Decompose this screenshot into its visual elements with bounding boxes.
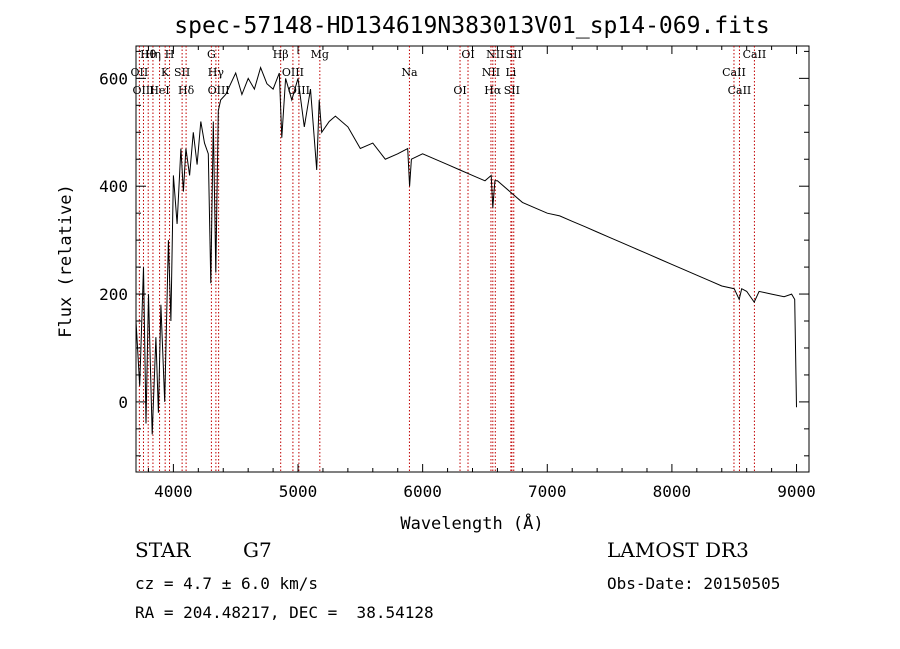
- y-tick-label: 0: [118, 393, 128, 412]
- marker-label: Hθ: [140, 48, 157, 61]
- marker-label: Hγ: [208, 66, 225, 79]
- x-tick-label: 5000: [279, 482, 318, 501]
- x-tick-label: 7000: [528, 482, 567, 501]
- object-subclass: G7: [243, 538, 272, 562]
- marker-label: Hδ: [178, 84, 195, 97]
- spectral-line-markers: [138, 46, 755, 472]
- marker-label: SII: [506, 48, 522, 61]
- chart-title: spec-57148-HD134619N383013V01_sp14-069.f…: [174, 13, 769, 39]
- marker-label: HeI: [149, 84, 169, 97]
- x-axis-ticks: 4000 5000 6000 7000 8000 9000: [147, 46, 816, 501]
- x-tick-label: 9000: [777, 482, 816, 501]
- x-axis-label: Wavelength (Å): [400, 512, 543, 534]
- marker-label: Hη: [145, 48, 161, 61]
- x-tick-label: 6000: [403, 482, 442, 501]
- marker-label: CaII: [728, 84, 752, 97]
- marker-label: G: [207, 48, 216, 61]
- x-tick-label: 8000: [653, 482, 692, 501]
- plot-frame: [135, 45, 810, 473]
- spectrum-line: [135, 66, 797, 435]
- marker-label: OII: [131, 66, 149, 79]
- marker-label: OI: [461, 48, 474, 61]
- coordinates-readout: RA = 204.48217, DEC = 38.54128: [135, 603, 434, 622]
- obs-date-readout: Obs-Date: 20150505: [607, 574, 781, 593]
- x-tick-label: 4000: [154, 482, 193, 501]
- marker-label: Hβ: [273, 48, 289, 61]
- marker-label: OIII: [282, 66, 304, 79]
- marker-label: Na: [401, 66, 418, 79]
- y-axis-ticks: 0 200 400 600: [99, 50, 809, 457]
- marker-label: H: [165, 48, 175, 61]
- y-tick-label: 600: [99, 69, 128, 88]
- marker-label: Li: [505, 66, 516, 79]
- marker-label: NII: [482, 66, 500, 79]
- marker-label: CaII: [743, 48, 767, 61]
- y-tick-label: 200: [99, 285, 128, 304]
- redshift-readout: cz = 4.7 ± 6.0 km/s: [135, 574, 319, 593]
- marker-label: OI: [453, 84, 466, 97]
- object-class: STAR: [135, 538, 191, 562]
- marker-label: NII: [486, 48, 504, 61]
- marker-label: K: [161, 66, 170, 79]
- marker-label: CaII: [722, 66, 746, 79]
- spectral-line-labels: HθOIIOIIIHηKHeIHSIIHδGHγOIIIHβOIIIOIIIMg…: [131, 48, 767, 97]
- marker-label: SII: [174, 66, 190, 79]
- y-tick-label: 400: [99, 177, 128, 196]
- marker-label: OIII: [208, 84, 230, 97]
- survey-name: LAMOST DR3: [607, 538, 749, 562]
- marker-label: Hα: [484, 84, 502, 97]
- y-axis-label: Flux (relative): [56, 184, 76, 338]
- marker-label: SII: [504, 84, 520, 97]
- marker-label: OIII: [132, 84, 154, 97]
- marker-label: Mg: [311, 48, 329, 61]
